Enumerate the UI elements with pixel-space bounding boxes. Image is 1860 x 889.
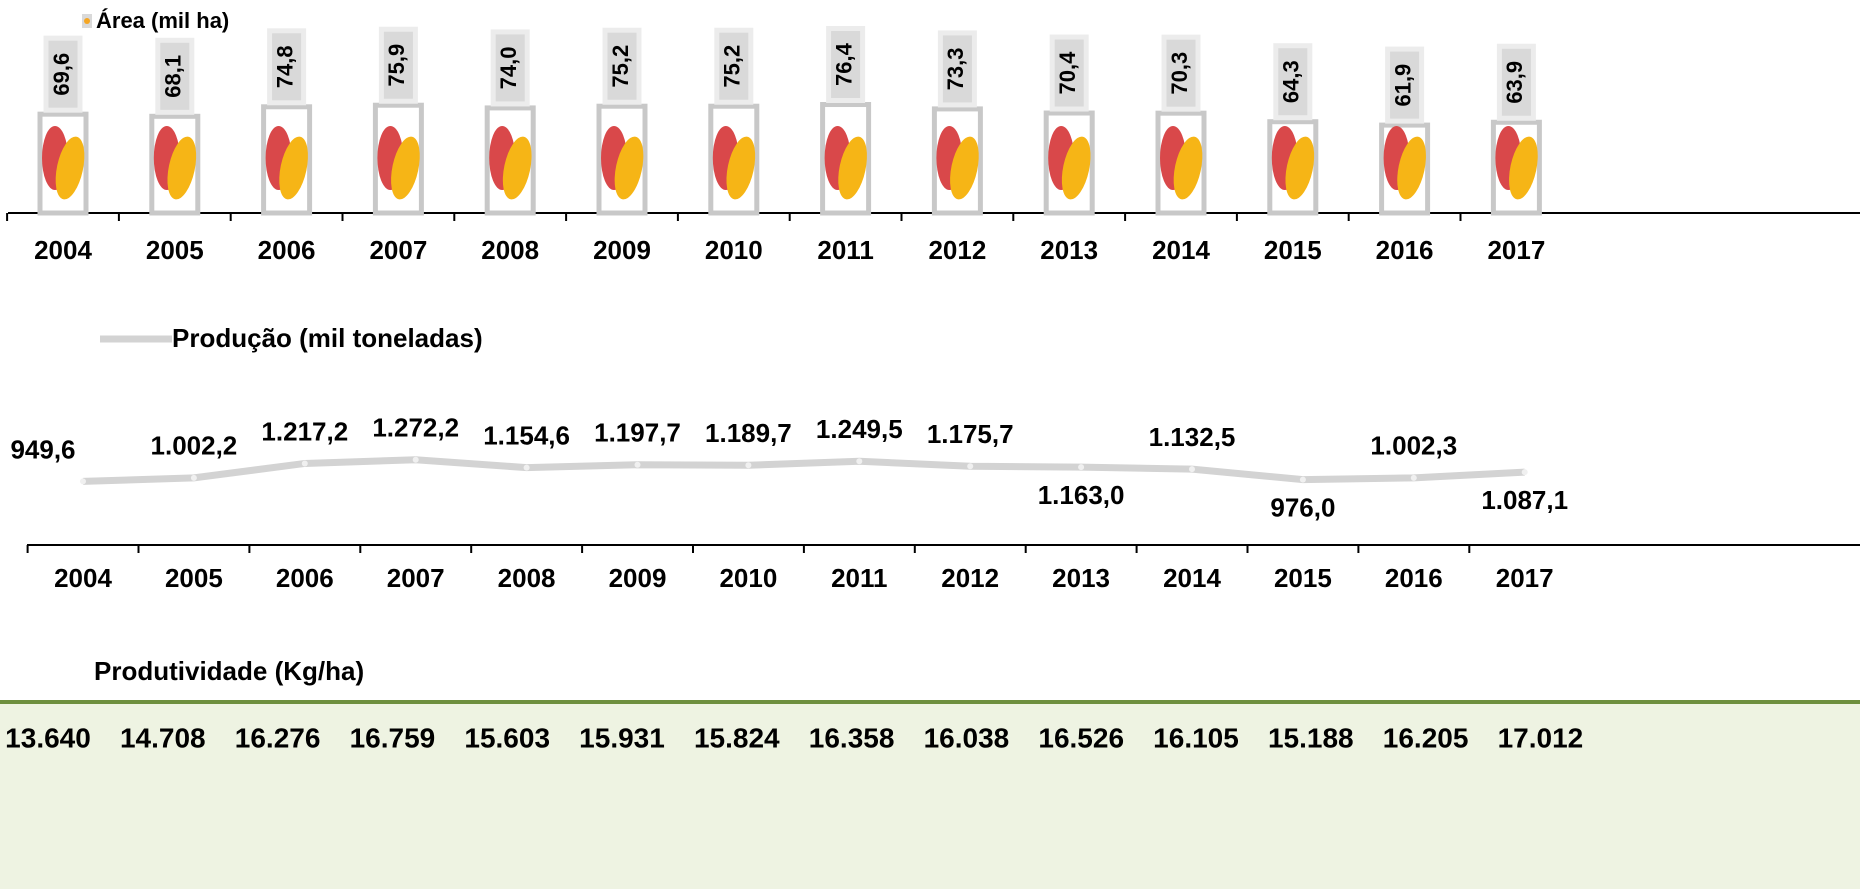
x-tick-label: 2017 — [1496, 563, 1554, 593]
infographic: Área (mil ha) Produção (mil toneladas) P… — [0, 0, 1860, 889]
x-tick-label: 2009 — [593, 235, 651, 265]
table-value: 16.205 — [1383, 722, 1469, 753]
value-label: 76,4 — [831, 42, 856, 86]
value-label: 1.002,3 — [1370, 431, 1457, 461]
point — [524, 465, 530, 471]
value-label: 1.002,2 — [151, 431, 238, 461]
value-label: 1.175,7 — [927, 419, 1014, 449]
value-label: 976,0 — [1270, 492, 1335, 522]
value-label: 1.272,2 — [372, 413, 459, 443]
table-value: 15.603 — [464, 722, 550, 753]
point — [413, 457, 419, 463]
x-tick-label: 2014 — [1163, 563, 1221, 593]
point — [635, 462, 641, 468]
value-label: 69,6 — [49, 53, 74, 96]
value-label: 1.132,5 — [1149, 422, 1236, 452]
area-legend-label: Área (mil ha) — [96, 8, 229, 33]
table-value: 15.188 — [1268, 722, 1354, 753]
x-tick-label: 2006 — [276, 563, 334, 593]
value-label: 61,9 — [1390, 64, 1415, 107]
value-label: 1.249,5 — [816, 414, 903, 444]
x-tick-label: 2004 — [54, 563, 112, 593]
table-value: 16.105 — [1153, 722, 1239, 753]
value-label: 1.197,7 — [594, 418, 681, 448]
point — [1300, 477, 1306, 483]
table-value: 13.640 — [5, 722, 91, 753]
x-tick-label: 2005 — [165, 563, 223, 593]
production-legend-label: Produção (mil toneladas) — [172, 323, 483, 353]
value-label: 68,1 — [161, 55, 186, 98]
x-tick-label: 2017 — [1487, 235, 1545, 265]
x-tick-label: 2011 — [817, 235, 873, 265]
value-label: 1.217,2 — [261, 416, 348, 446]
value-label: 75,2 — [720, 45, 745, 88]
point — [967, 463, 973, 469]
table-value: 14.708 — [120, 722, 206, 753]
point — [302, 460, 308, 466]
x-tick-label: 2007 — [387, 563, 445, 593]
x-tick-label: 2014 — [1152, 235, 1210, 265]
x-tick-label: 2010 — [719, 563, 777, 593]
value-label: 75,2 — [608, 45, 633, 88]
value-label: 70,3 — [1167, 52, 1192, 95]
x-tick-label: 2012 — [928, 235, 986, 265]
point — [856, 458, 862, 464]
x-tick-label: 2005 — [146, 235, 204, 265]
productivity-title: Produtividade (Kg/ha) — [94, 656, 364, 686]
point — [1522, 469, 1528, 475]
x-tick-label: 2015 — [1264, 235, 1322, 265]
value-label: 1.163,0 — [1038, 480, 1125, 510]
value-label: 75,9 — [384, 44, 409, 87]
point — [745, 462, 751, 468]
point — [191, 475, 197, 481]
value-label: 1.189,7 — [705, 418, 792, 448]
x-tick-label: 2012 — [941, 563, 999, 593]
area-legend-icon — [84, 18, 90, 24]
table-value: 16.358 — [809, 722, 895, 753]
x-tick-label: 2016 — [1385, 563, 1443, 593]
table-value: 16.038 — [924, 722, 1010, 753]
x-tick-label: 2013 — [1040, 235, 1098, 265]
x-tick-label: 2016 — [1376, 235, 1434, 265]
table-value: 15.931 — [579, 722, 665, 753]
x-tick-label: 2009 — [609, 563, 667, 593]
value-label: 74,8 — [272, 45, 297, 88]
table-value: 17.012 — [1498, 722, 1584, 753]
x-tick-label: 2008 — [481, 235, 539, 265]
value-label: 1.154,6 — [483, 421, 570, 451]
value-label: 70,4 — [1055, 51, 1080, 95]
table-value: 16.526 — [1038, 722, 1124, 753]
point — [1189, 466, 1195, 472]
line — [83, 460, 1525, 482]
value-label: 64,3 — [1279, 60, 1304, 103]
x-tick-label: 2015 — [1274, 563, 1332, 593]
x-tick-label: 2007 — [369, 235, 427, 265]
x-tick-label: 2004 — [34, 235, 92, 265]
table-value: 15.824 — [694, 722, 780, 753]
value-label: 74,0 — [496, 47, 521, 90]
x-tick-label: 2006 — [258, 235, 316, 265]
value-label: 63,9 — [1502, 61, 1527, 104]
value-label: 73,3 — [943, 47, 968, 90]
value-label: 949,6 — [10, 434, 75, 464]
point — [80, 478, 86, 484]
value-label: 1.087,1 — [1481, 485, 1568, 515]
x-tick-label: 2013 — [1052, 563, 1110, 593]
table-value: 16.276 — [235, 722, 321, 753]
point — [1078, 464, 1084, 470]
x-tick-label: 2008 — [498, 563, 556, 593]
x-tick-label: 2010 — [705, 235, 763, 265]
x-tick-label: 2011 — [831, 563, 887, 593]
point — [1411, 475, 1417, 481]
table-value: 16.759 — [350, 722, 436, 753]
